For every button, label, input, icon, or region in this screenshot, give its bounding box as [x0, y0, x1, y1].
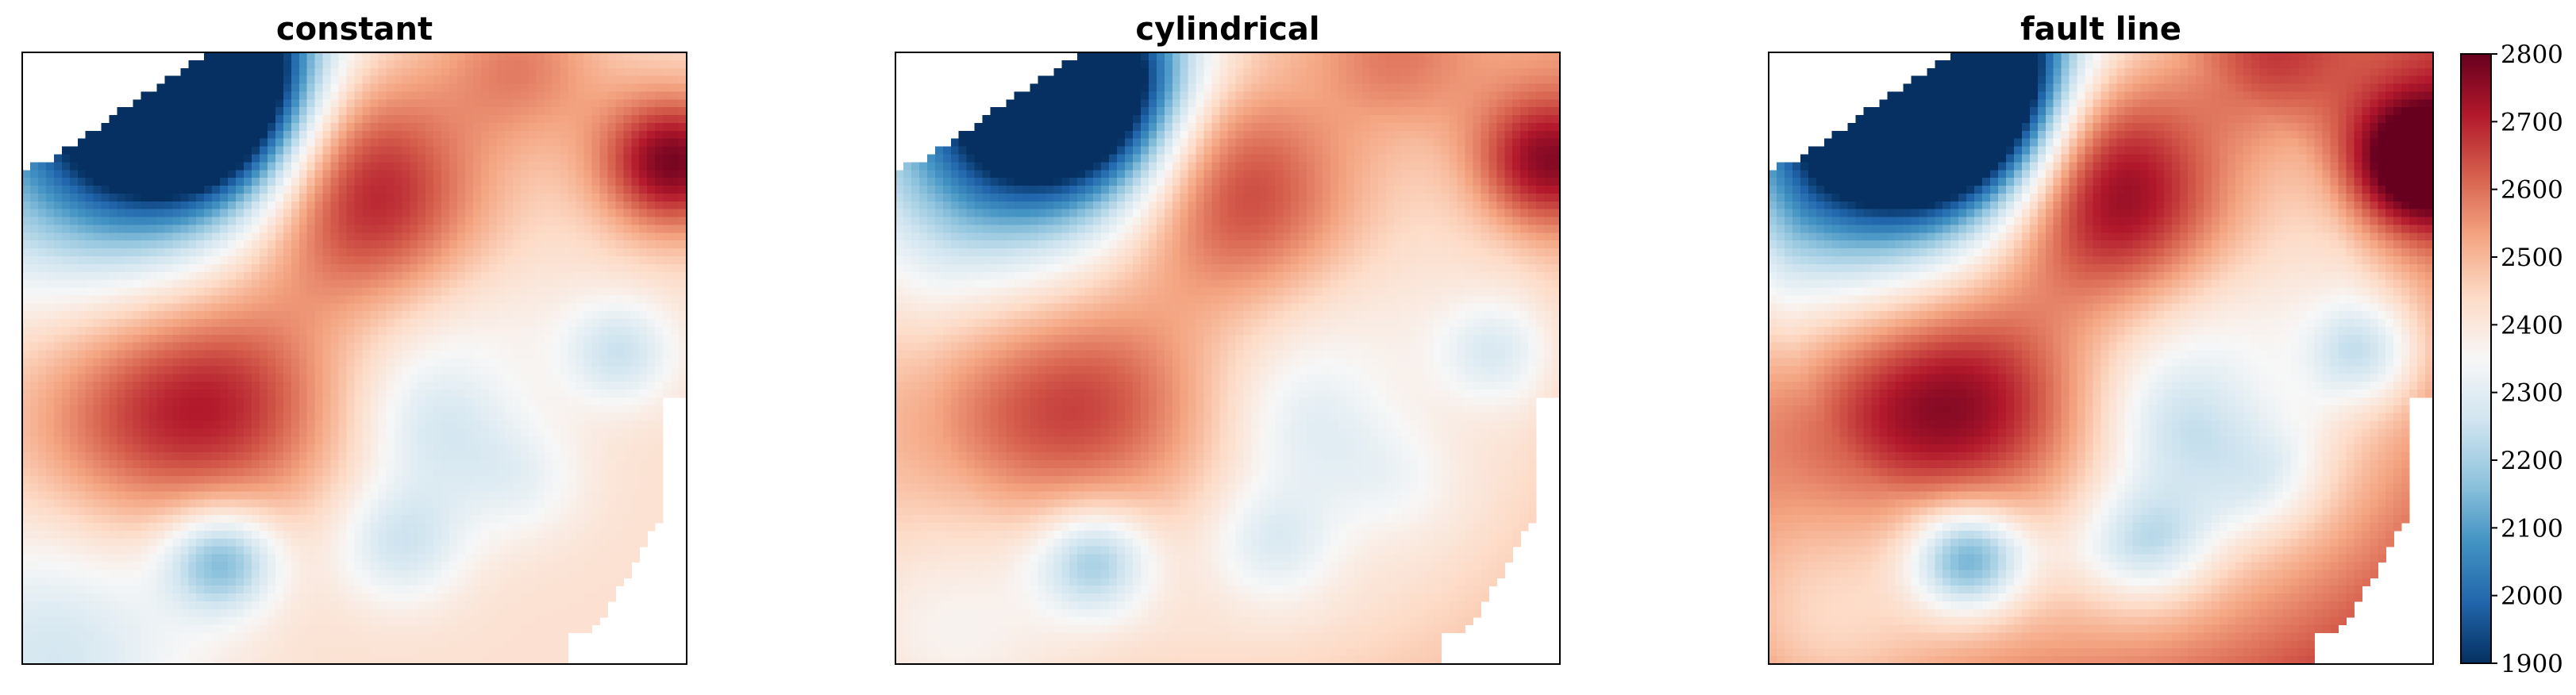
colorbar-tick-label: 2800	[2501, 40, 2563, 69]
panel-title: constant	[276, 11, 433, 48]
colorbar-tick-label: 2700	[2501, 108, 2563, 136]
colorbar-gradient	[2461, 54, 2491, 663]
colorbar-tick-label: 2400	[2501, 311, 2563, 340]
colorbar-tick-label: 2000	[2501, 582, 2563, 611]
colorbar: 1900 2000 2100 2200 2300 2400 2500 2600 2700 2800	[2461, 40, 2563, 678]
panel-cylindrical: cylindrical	[895, 11, 1561, 665]
colorbar-tick-label: 1900	[2501, 650, 2563, 678]
panel-title: fault line	[2020, 11, 2181, 48]
heatmap-cells-cylindrical	[895, 52, 1561, 665]
panel-constant: constant	[22, 11, 687, 665]
colorbar-tick-label: 2300	[2501, 379, 2563, 408]
colorbar-tick-label: 2100	[2501, 514, 2563, 543]
heatmap-cells-fault	[1769, 52, 2434, 665]
colorbar-tick-label: 2600	[2501, 176, 2563, 205]
colorbar-tick-label: 2200	[2501, 447, 2563, 475]
panel-title: cylindrical	[1135, 11, 1319, 48]
colorbar-tick-label: 2500	[2501, 244, 2563, 272]
heatmap-cells-constant	[22, 52, 687, 665]
panel-fault: fault line	[1769, 11, 2434, 665]
